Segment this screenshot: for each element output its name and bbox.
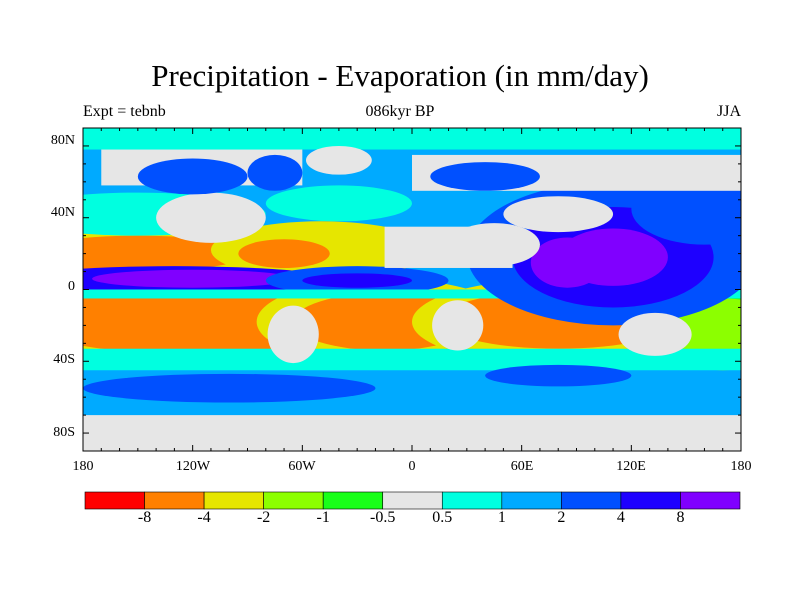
colorbar-label: -8 — [137, 509, 152, 526]
colorbar-label: 0.5 — [432, 509, 453, 526]
colorbar-label: 8 — [676, 509, 685, 526]
lat-label-80s: 80S — [53, 425, 75, 440]
field-region — [247, 154, 303, 191]
lon-label-180w: 180 — [72, 459, 94, 474]
colorbar-label: 2 — [557, 509, 566, 526]
colorbar-swatch — [322, 491, 384, 510]
colorbar-swatch — [441, 491, 503, 510]
colorbar-swatch — [263, 491, 324, 510]
field-region — [83, 289, 741, 299]
land-arabia — [448, 223, 540, 267]
lon-label-60w: 60W — [288, 459, 316, 474]
field-layer — [83, 128, 741, 451]
land-south-america — [267, 305, 319, 364]
lon-label-120w: 120W — [175, 459, 211, 474]
colorbar-swatch — [382, 491, 443, 510]
plot-title: Precipitation - Evaporation (in mm/day) — [151, 58, 649, 93]
time-label: 086kyr BP — [365, 103, 435, 120]
lat-label-40n: 40N — [50, 205, 75, 220]
experiment-label: Expt = tebnb — [83, 103, 166, 120]
lon-label-0: 0 — [408, 459, 416, 474]
lat-label-80n: 80N — [50, 133, 75, 148]
field-region — [238, 239, 330, 268]
colorbar-swatch — [501, 491, 562, 510]
lon-label-180e: 180 — [730, 459, 752, 474]
colorbar-swatch — [144, 491, 205, 510]
land-central-asia — [503, 196, 614, 233]
colorbar-label: 1 — [497, 509, 506, 526]
field-region — [83, 348, 741, 371]
land-south-africa — [432, 300, 484, 351]
field-region — [92, 269, 294, 288]
colorbar-swatch — [203, 491, 264, 510]
lat-label-40s: 40S — [53, 352, 75, 367]
colorbar-label: -1 — [316, 509, 330, 526]
colorbar-swatch — [620, 491, 681, 510]
colorbar-label: -2 — [256, 509, 271, 526]
colorbar-label: 4 — [616, 509, 625, 526]
field-region — [83, 373, 376, 403]
field-region — [485, 364, 632, 387]
land-north-america — [156, 192, 266, 243]
colorbar-swatch — [680, 491, 741, 510]
lat-label-0: 0 — [68, 279, 75, 294]
field-region — [265, 185, 412, 222]
lon-label-120e: 120E — [616, 459, 646, 474]
colorbar-label: -4 — [197, 509, 211, 526]
lon-label-60e: 60E — [510, 459, 534, 474]
colorbar-label: -0.5 — [370, 509, 396, 526]
colorbar-swatch — [561, 491, 622, 510]
season-label: JJA — [716, 103, 741, 120]
field-region — [430, 162, 540, 191]
land-greenland — [305, 145, 372, 175]
field-region — [302, 273, 412, 288]
field-region — [631, 172, 741, 245]
field-region — [530, 237, 604, 288]
land-australia — [618, 312, 692, 356]
field-region — [83, 235, 248, 272]
field-region — [137, 158, 248, 195]
field-region — [83, 128, 741, 150]
colorbar-swatch — [84, 491, 145, 510]
